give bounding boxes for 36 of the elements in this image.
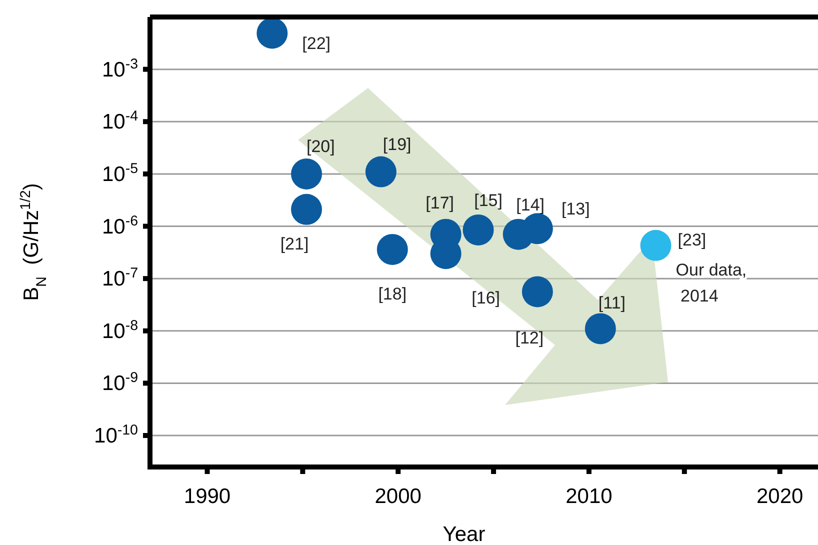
point (256, 18, 288, 49)
y-tick-label: 10$^{-5}$ (102, 160, 138, 186)
point (376, 234, 408, 265)
annotation: [20] (306, 136, 335, 156)
y-tick-label: 10$^{-8}$ (102, 318, 138, 343)
point (640, 230, 672, 261)
annotation: [17] (426, 193, 454, 212)
x-tick-label: 2020 (756, 485, 804, 508)
annotation: [13] (561, 200, 590, 219)
y-tick-label: 10$^{-4}$ (102, 108, 138, 134)
x-tick-label: 2000 (374, 485, 422, 508)
point (365, 156, 396, 188)
annotation: [15] (474, 190, 502, 210)
annotation: [14] (516, 195, 545, 214)
x-tick-label: 1990 (184, 485, 231, 508)
y-tick-label: 10$^{-9}$ (102, 370, 138, 396)
annotation: [12] (515, 328, 544, 348)
x-axis-title: Year (442, 523, 486, 545)
point (291, 158, 322, 190)
annotation: [21] (280, 234, 309, 254)
point (584, 313, 616, 344)
annotation: [19] (382, 134, 412, 154)
point (462, 214, 494, 246)
point (291, 194, 322, 225)
annotation: [23] (678, 230, 706, 250)
annotation: Our data, 2014 (676, 260, 747, 306)
annotation: [18] (378, 284, 407, 304)
y-tick-label: 10$^{-10}$ (94, 422, 138, 448)
point (522, 276, 553, 308)
y-tick-label: 10$^{-6}$ (102, 213, 138, 238)
annotation: [16] (472, 288, 500, 308)
annotation: [11] (598, 294, 626, 313)
annotation: [22] (302, 34, 331, 54)
y-tick-label: 10$^{-3}$ (102, 56, 138, 82)
y-tick-label: 10$^{-7}$ (102, 266, 138, 291)
x-tick-label: 2010 (566, 485, 612, 508)
